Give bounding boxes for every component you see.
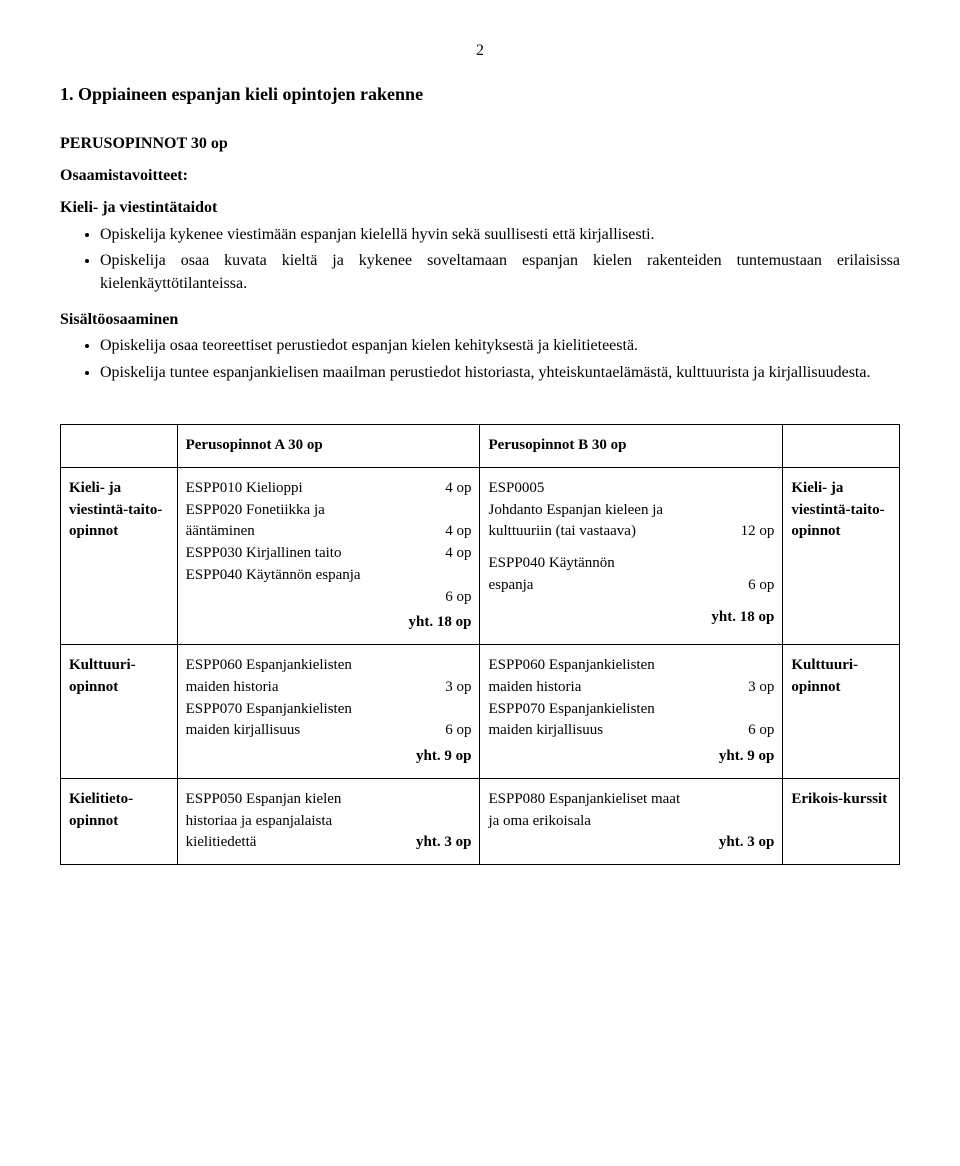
table-row: Kielitieto-opinnot ESPP050 Espanjan kiel… [61,778,900,864]
course-op: 3 op [445,677,471,699]
course-text: ääntäminen [186,521,255,543]
course-op: 12 op [741,521,775,543]
row-label-kieli-right: Kieli- ja viestintä-taito-opinnot [783,467,900,644]
course-text: maiden kirjallisuus [488,720,603,742]
bullet-item: Opiskelija osaa teoreettiset perustiedot… [100,335,900,357]
course-text: espanja [488,575,533,597]
course-text: Johdanto Espanjan kieleen ja [488,500,663,522]
row-label-kulttuuri: Kulttuuri-opinnot [61,645,178,779]
course-text: ESPP010 Kielioppi [186,478,303,500]
row-label-kulttuuri-right: Kulttuuri-opinnot [783,645,900,779]
bullet-item: Opiskelija tuntee espanjankielisen maail… [100,362,900,384]
course-op: 6 op [445,720,471,742]
course-text: ESPP030 Kirjallinen taito [186,543,342,565]
col-header-b: Perusopinnot B 30 op [480,425,783,468]
col-header-a: Perusopinnot A 30 op [177,425,480,468]
subtotal: yht. 18 op [186,612,472,634]
osaamistavoitteet-label: Osaamistavoitteet: [60,165,900,187]
cell-a-kieli: ESPP010 Kielioppi 4 op ESPP020 Fonetiikka… [177,467,480,644]
cell-a-kulttuuri: ESPP060 Espanjankielisten maiden histori… [177,645,480,779]
course-text: ESPP040 Käytännön espanja [186,565,361,587]
course-text: kulttuuriin (tai vastaava) [488,521,635,543]
bullet-list-1: Opiskelija kykenee viestimään espanjan k… [60,224,900,295]
course-text: ESPP070 Espanjankielisten [186,699,352,721]
course-text: kielitiedettä [186,832,257,854]
row-label-kielitieto: Kielitieto-opinnot [61,778,178,864]
subtotal: yht. 9 op [488,746,774,768]
course-text: ESPP080 Espanjankieliset maat [488,789,680,811]
col-label-empty [783,425,900,468]
course-text: ESP0005 [488,478,544,500]
course-text: historiaa ja espanjalaista [186,811,333,833]
bullet-item: Opiskelija kykenee viestimään espanjan k… [100,224,900,246]
course-text: ESPP020 Fonetiikka ja [186,500,325,522]
main-heading: 1. Oppiaineen espanjan kieli opintojen r… [60,82,900,107]
course-op: 4 op [445,543,471,565]
course-text: ja oma erikoisala [488,811,590,833]
course-text: maiden historia [488,677,581,699]
cell-b-kieli: ESP0005 Johdanto Espanjan kieleen ja kul… [480,467,783,644]
sisaltoosaaminen-label: Sisältöosaaminen [60,309,900,331]
course-text: ESPP060 Espanjankielisten [488,655,654,677]
cell-b-kulttuuri: ESPP060 Espanjankielisten maiden histori… [480,645,783,779]
subtotal: yht. 9 op [186,746,472,768]
course-op: 4 op [445,521,471,543]
curriculum-table: Perusopinnot A 30 op Perusopinnot B 30 o… [60,424,900,865]
cell-a-kielitieto: ESPP050 Espanjan kielen historiaa ja esp… [177,778,480,864]
col-label-empty [61,425,178,468]
course-text: ESPP070 Espanjankielisten [488,699,654,721]
course-text: ESPP060 Espanjankielisten [186,655,352,677]
table-row: Kulttuuri-opinnot ESPP060 Espanjankielis… [61,645,900,779]
bullet-list-2: Opiskelija osaa teoreettiset perustiedot… [60,335,900,384]
course-op: 3 op [748,677,774,699]
kieli-viestinta-label: Kieli- ja viestintätaidot [60,197,900,219]
course-op: 4 op [445,478,471,500]
cell-b-kielitieto: ESPP080 Espanjankieliset maat ja oma eri… [480,778,783,864]
bullet-item: Opiskelija osaa kuvata kieltä ja kykenee… [100,250,900,295]
subtotal: yht. 18 op [488,607,774,629]
course-text: maiden kirjallisuus [186,720,301,742]
course-text: ESPP050 Espanjan kielen [186,789,342,811]
subtotal: yht. 3 op [416,832,471,854]
course-text: maiden historia [186,677,279,699]
course-op: 6 op [445,587,471,609]
subtotal: yht. 3 op [719,832,774,854]
row-label-erikois: Erikois-kurssit [783,778,900,864]
table-header-row: Perusopinnot A 30 op Perusopinnot B 30 o… [61,425,900,468]
row-label-kieli: Kieli- ja viestintä-taito-opinnot [61,467,178,644]
page-number: 2 [60,40,900,62]
table-row: Kieli- ja viestintä-taito-opinnot ESPP01… [61,467,900,644]
course-op: 6 op [748,575,774,597]
course-text: ESPP040 Käytännön [488,553,614,575]
perusopinnot-heading: PERUSOPINNOT 30 op [60,133,900,155]
course-op: 6 op [748,720,774,742]
